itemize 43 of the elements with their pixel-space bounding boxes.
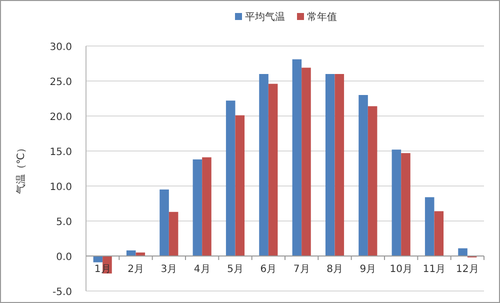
x-tick-label: 4月 <box>194 264 210 275</box>
legend-label: 平均气温 <box>245 11 285 23</box>
y-tick-label: 20.0 <box>50 112 72 123</box>
y-tick-label: 30.0 <box>50 42 72 53</box>
bar <box>259 74 268 256</box>
x-tick-label: 11月 <box>422 264 446 275</box>
bar <box>292 59 302 256</box>
y-tick-label: 25.0 <box>50 77 72 88</box>
bar <box>192 159 202 256</box>
bar <box>401 153 410 256</box>
x-tick-label: 7月 <box>293 264 310 275</box>
bar <box>160 190 169 256</box>
x-tick-label: 9月 <box>360 264 376 275</box>
y-tick-label: 10.0 <box>50 182 72 193</box>
x-tick-label: 8月 <box>326 264 343 275</box>
x-tick-label: 5月 <box>227 264 244 275</box>
y-tick-label: 15.0 <box>50 147 72 158</box>
bar <box>325 74 335 256</box>
bar <box>168 212 178 256</box>
bar <box>93 256 103 262</box>
bar <box>268 84 278 256</box>
bar <box>368 106 378 256</box>
bar <box>126 250 136 256</box>
bar <box>235 115 245 256</box>
x-tick-label: 12月 <box>456 264 479 275</box>
bar <box>424 197 434 256</box>
bar <box>358 95 368 256</box>
y-tick-label: -5.0 <box>52 287 72 298</box>
y-axis-title: 气温（℃） <box>15 142 27 194</box>
x-tick-label: 3月 <box>160 264 178 275</box>
bar <box>458 248 468 256</box>
bar <box>302 68 311 256</box>
legend-label: 常年值 <box>307 11 337 23</box>
bar <box>392 150 402 256</box>
bar <box>226 100 236 256</box>
x-tick-label: 6月 <box>260 264 277 275</box>
bar <box>434 211 444 256</box>
y-tick-label: 5.0 <box>56 217 72 228</box>
x-tick-label: 10月 <box>390 264 412 275</box>
x-tick-label: 2月 <box>128 264 144 275</box>
bar <box>202 157 212 256</box>
bar <box>334 74 344 256</box>
y-tick-label: 0.0 <box>56 252 72 263</box>
